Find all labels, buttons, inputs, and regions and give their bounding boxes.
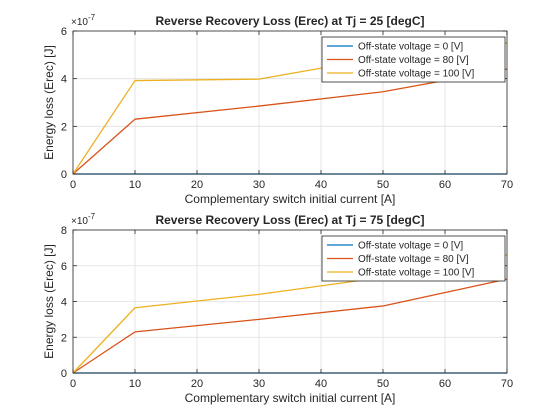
x-tick-label: 30 xyxy=(253,179,265,191)
x-tick-label: 60 xyxy=(439,378,451,390)
x-tick-label: 70 xyxy=(501,179,513,191)
y-tick-label: 2 xyxy=(61,121,67,133)
subplot-2: 0 10 20 30 40 50 60 70 0 2 4 6 8 ×10-7 Reverse Recover… xyxy=(42,212,513,405)
x-tick-label: 50 xyxy=(377,378,389,390)
y-tick-label: 0 xyxy=(61,169,67,181)
x-tick-label: 10 xyxy=(129,378,141,390)
y-tick-label: 0 xyxy=(61,368,67,380)
legend-label-1: Off-state voltage = 0 [V] xyxy=(358,42,463,53)
x-tick-label: 0 xyxy=(70,378,76,390)
subplot-1: 0 10 20 30 40 50 60 70 0 2 4 6 ×10-7 Reverse Recovery… xyxy=(42,13,513,206)
x-tick-label: 60 xyxy=(439,179,451,191)
y-exponent-label: ×10-7 xyxy=(71,13,96,28)
x-tick-label: 50 xyxy=(377,179,389,191)
x-axis-label: Complementary switch initial current [A] xyxy=(185,192,396,206)
legend-label-2: Off-state voltage = 80 [V] xyxy=(358,254,469,265)
x-tick-label: 30 xyxy=(253,378,265,390)
x-tick-label: 10 xyxy=(129,179,141,191)
legend: Off-state voltage = 0 [V] Off-state volta… xyxy=(321,235,506,282)
y-tick-label: 4 xyxy=(61,74,67,86)
axes-box xyxy=(72,30,508,175)
y-axis-label: Energy loss (Erec) [J] xyxy=(42,45,56,160)
x-tick-label: 40 xyxy=(315,378,327,390)
y-tick-label: 8 xyxy=(61,225,67,237)
series-line-2 xyxy=(72,278,508,374)
legend-label-2: Off-state voltage = 80 [V] xyxy=(358,55,469,66)
x-tick-label: 20 xyxy=(191,378,203,390)
x-tick-label: 70 xyxy=(501,378,513,390)
legend-label-3: Off-state voltage = 100 [V] xyxy=(358,69,474,80)
legend-label-1: Off-state voltage = 0 [V] xyxy=(358,241,463,252)
legend: Off-state voltage = 0 [V] Off-state volta… xyxy=(321,36,506,83)
series-line-2 xyxy=(72,68,508,175)
y-axis-label: Energy loss (Erec) [J] xyxy=(42,244,56,359)
y-tick-label: 4 xyxy=(61,297,67,309)
y-exponent-label: ×10-7 xyxy=(71,212,96,227)
chart-title: Reverse Recovery Loss (Erec) at Tj = 25 … xyxy=(155,14,424,28)
legend-label-3: Off-state voltage = 100 [V] xyxy=(358,268,474,279)
x-tick-label: 40 xyxy=(315,179,327,191)
y-tick-label: 6 xyxy=(61,261,67,273)
y-tick-label: 6 xyxy=(61,26,67,38)
y-tick-label: 2 xyxy=(61,332,67,344)
x-tick-label: 0 xyxy=(70,179,76,191)
x-tick-label: 20 xyxy=(191,179,203,191)
chart-title: Reverse Recovery Loss (Erec) at Tj = 75 … xyxy=(155,213,424,227)
x-axis-label: Complementary switch initial current [A] xyxy=(185,391,396,405)
